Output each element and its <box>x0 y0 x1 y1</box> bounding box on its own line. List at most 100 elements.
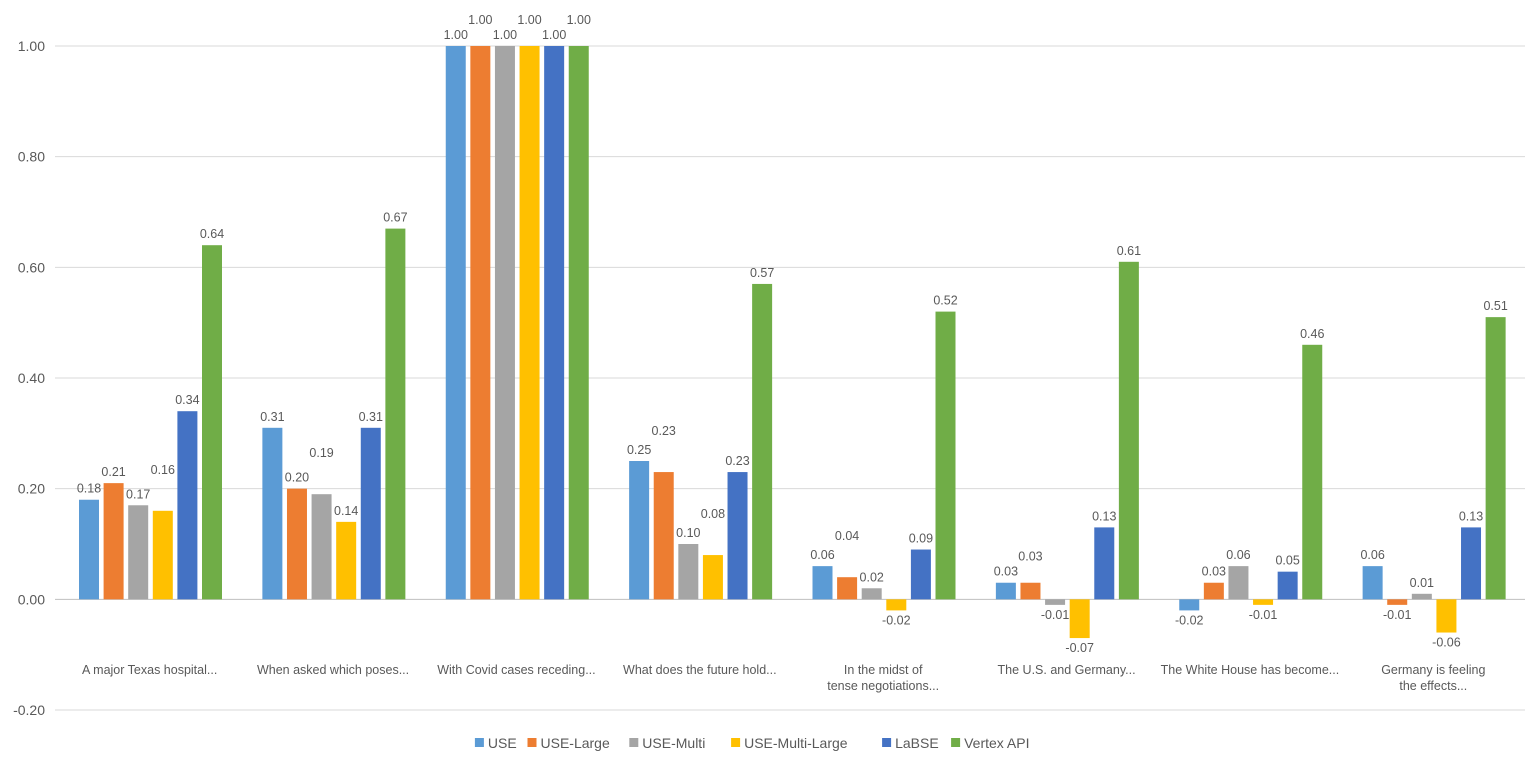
legend-swatch <box>629 738 639 747</box>
bar-vertex-api <box>1118 261 1139 600</box>
bar-use <box>262 427 283 600</box>
legend-swatch <box>882 738 892 747</box>
x-axis: A major Texas hospital... When asked whic… <box>82 663 1485 693</box>
bar-use <box>629 461 650 600</box>
bar-use-large <box>837 577 858 600</box>
x-tick-line: tense negotiations... <box>827 679 939 693</box>
data-label: 0.03 <box>994 565 1018 579</box>
data-label: -0.02 <box>882 613 911 627</box>
data-label: 0.06 <box>1360 548 1384 562</box>
bar-use-multi <box>1045 599 1066 605</box>
x-tick-line: Germany is feeling <box>1381 663 1485 677</box>
bar-labse <box>1094 527 1115 600</box>
x-tick-line: the effects... <box>1399 679 1467 693</box>
bar-use <box>1362 566 1383 600</box>
bar-labse <box>544 46 565 600</box>
bar-vertex-api <box>202 245 222 600</box>
bar-use-multi <box>494 46 515 600</box>
data-label: 0.06 <box>810 548 834 562</box>
x-tick-label: A major Texas hospital... <box>82 663 217 677</box>
bar-use-large <box>1387 599 1408 605</box>
y-tick-label: 0.40 <box>18 370 45 386</box>
legend: USE USE-Large USE-Multi USE-Multi-Large LaBS… <box>474 735 1029 751</box>
bar-labse <box>177 411 198 600</box>
data-label: 0.57 <box>750 266 774 280</box>
x-tick-label: The White House has become... <box>1161 663 1340 677</box>
x-tick-label: What does the future hold... <box>623 663 777 677</box>
data-label: 1.00 <box>542 28 566 42</box>
bar-labse <box>1461 527 1482 600</box>
bar-use-multi <box>1411 593 1432 600</box>
bars <box>79 46 1506 639</box>
data-label: 0.09 <box>909 532 933 546</box>
bar-vertex-api <box>1485 317 1506 600</box>
data-label: 0.01 <box>1410 576 1434 590</box>
bar-use <box>812 566 833 600</box>
data-labels: 0.180.210.170.16 0.34 0.64 0.31 0.200.19 0.14… <box>77 13 1508 655</box>
data-label: 0.03 <box>1202 565 1226 579</box>
data-label: 0.52 <box>933 294 957 308</box>
bar-labse <box>910 549 931 600</box>
data-label: -0.01 <box>1383 608 1412 622</box>
data-label: 0.06 <box>1226 548 1250 562</box>
data-label: 0.20 <box>285 471 309 485</box>
y-tick-label: 0.60 <box>18 259 45 275</box>
x-tick-label: Germany is feeling the effects... <box>1381 663 1485 693</box>
data-label: 0.61 <box>1117 244 1141 258</box>
bar-use-multi <box>678 544 699 600</box>
bar-use-multi <box>128 505 149 600</box>
legend-label: USE-Large <box>541 735 610 751</box>
bar-use-multi <box>1228 566 1249 600</box>
data-label: 1.00 <box>517 13 541 27</box>
bar-use-large <box>470 46 491 600</box>
data-label: 0.13 <box>1459 509 1483 523</box>
bar-use-multi-large <box>1069 599 1090 639</box>
data-label: 1.00 <box>493 28 517 42</box>
data-label: 0.51 <box>1483 299 1507 313</box>
data-label: 0.05 <box>1275 554 1299 568</box>
data-label: 0.08 <box>701 507 725 521</box>
data-label: 0.03 <box>1018 550 1042 564</box>
bar-use <box>995 582 1016 600</box>
bar-vertex-api <box>935 311 956 600</box>
bar-labse <box>727 472 748 600</box>
y-tick-label: 1.00 <box>18 38 45 54</box>
data-label: 0.31 <box>359 410 383 424</box>
data-label: 0.04 <box>835 529 859 543</box>
bar-labse <box>1277 571 1298 600</box>
y-tick-label: 0.80 <box>18 149 45 165</box>
bar-use-large <box>653 472 674 600</box>
data-label: 0.14 <box>334 504 358 518</box>
bar-use <box>79 499 99 600</box>
x-tick-label: In the midst of tense negotiations... <box>827 663 939 693</box>
data-label: -0.06 <box>1432 636 1461 650</box>
bar-use-multi <box>311 494 332 600</box>
data-label: 0.02 <box>860 570 884 584</box>
data-label: -0.01 <box>1041 608 1070 622</box>
data-label: 0.21 <box>101 465 125 479</box>
bar-vertex-api <box>568 46 589 600</box>
bar-use <box>445 46 466 600</box>
x-tick-label: With Covid cases receding... <box>437 663 595 677</box>
bar-use-large <box>286 488 307 600</box>
data-label: -0.01 <box>1249 608 1278 622</box>
data-label: 0.34 <box>175 393 199 407</box>
bar-use <box>1179 599 1200 611</box>
data-label: 0.13 <box>1092 509 1116 523</box>
bar-use-multi-large <box>1436 599 1457 633</box>
legend-label: USE <box>488 735 517 751</box>
bar-use-multi-large <box>1253 599 1274 605</box>
bar-use-large <box>103 483 124 600</box>
bar-vertex-api <box>1302 344 1323 600</box>
x-tick-label: When asked which poses... <box>257 663 409 677</box>
y-axis: 1.00 0.80 0.60 0.40 0.20 0.00 -0.20 <box>13 38 45 718</box>
x-tick-label: The U.S. and Germany... <box>998 663 1136 677</box>
data-label: 0.18 <box>77 482 101 496</box>
legend-swatch <box>474 738 484 747</box>
data-label: 0.17 <box>126 487 150 501</box>
legend-label: USE-Multi <box>642 735 705 751</box>
data-label: 0.25 <box>627 443 651 457</box>
legend-label: USE-Multi-Large <box>744 735 848 751</box>
data-label: 0.10 <box>676 526 700 540</box>
